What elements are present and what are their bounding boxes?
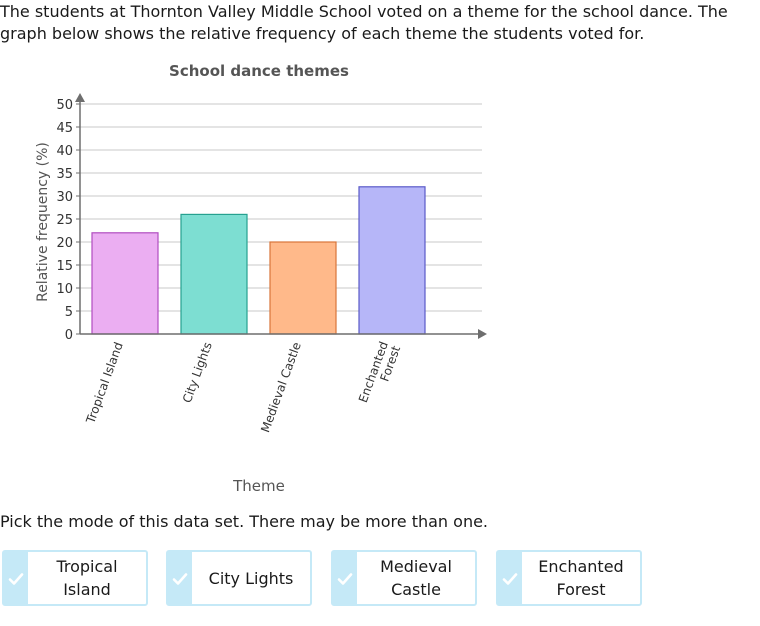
- y-tick-label: 50: [56, 98, 73, 113]
- answer-choice[interactable]: Medieval Castle: [331, 550, 477, 606]
- checkbox[interactable]: [498, 552, 522, 604]
- checkmark-icon: [8, 573, 24, 585]
- question-intro: The students at Thornton Valley Middle S…: [0, 2, 728, 43]
- answer-choice-label-line: Castle: [391, 580, 441, 599]
- answer-choice-label-line: Enchanted: [538, 557, 624, 576]
- x-axis-arrow: [478, 329, 487, 339]
- y-tick-label: 45: [56, 121, 73, 136]
- answer-choice-label-line: Forest: [556, 580, 606, 599]
- x-tick-label: EnchantedForest: [356, 339, 403, 409]
- answer-choice-label: City Lights: [192, 552, 310, 604]
- answer-choice[interactable]: Enchanted Forest: [496, 550, 642, 606]
- answer-choice-label: Enchanted Forest: [522, 552, 640, 604]
- x-tick-label: City Lights: [180, 340, 215, 405]
- question-prompt: Pick the mode of this data set. There ma…: [0, 512, 489, 531]
- x-tick-label: Medieval Castle: [258, 340, 304, 434]
- y-tick-label: 40: [56, 144, 73, 159]
- bar: [269, 241, 337, 335]
- y-tick-label: 10: [56, 282, 73, 297]
- bar-chart: School dance themes 0 5 10 15 20 25 30 35 40 45 50 R…: [35, 62, 487, 495]
- y-axis-label: Relative frequency (%): [35, 142, 51, 302]
- answer-choice[interactable]: Tropical Island: [2, 550, 148, 606]
- answer-choice-label: Tropical Island: [28, 552, 146, 604]
- bar: [180, 213, 248, 335]
- answer-choice-label-line: Tropical: [56, 557, 118, 576]
- answer-choice[interactable]: City Lights: [166, 550, 312, 606]
- x-tick-label-line: Medieval Castle: [258, 340, 304, 434]
- chart-title: School dance themes: [169, 62, 349, 80]
- checkbox[interactable]: [4, 552, 28, 604]
- y-tick-label: 35: [56, 167, 73, 182]
- x-tick-label-line: Tropical Island: [83, 340, 126, 426]
- y-tick-label: 0: [65, 328, 73, 343]
- y-tick-label: 20: [56, 236, 73, 251]
- y-tick-label: 15: [56, 259, 73, 274]
- answer-choice-label-line: Medieval: [380, 557, 452, 576]
- y-axis-arrow: [75, 93, 85, 102]
- x-tick-label-line: City Lights: [180, 340, 215, 405]
- answer-choice-label: Medieval Castle: [357, 552, 475, 604]
- answer-choice-label-line: Island: [63, 580, 111, 599]
- y-tick-label: 30: [56, 190, 73, 205]
- answer-choice-label-line: City Lights: [208, 568, 294, 588]
- checkmark-icon: [172, 573, 188, 585]
- checkmark-icon: [337, 573, 353, 585]
- checkbox[interactable]: [168, 552, 192, 604]
- bar: [91, 232, 159, 335]
- y-tick-label: 25: [56, 213, 73, 228]
- checkmark-icon: [502, 573, 518, 585]
- bar: [358, 186, 426, 335]
- y-tick-label: 5: [65, 305, 73, 320]
- x-tick-label: Tropical Island: [83, 340, 126, 426]
- x-axis-label: Theme: [232, 477, 285, 495]
- checkbox[interactable]: [333, 552, 357, 604]
